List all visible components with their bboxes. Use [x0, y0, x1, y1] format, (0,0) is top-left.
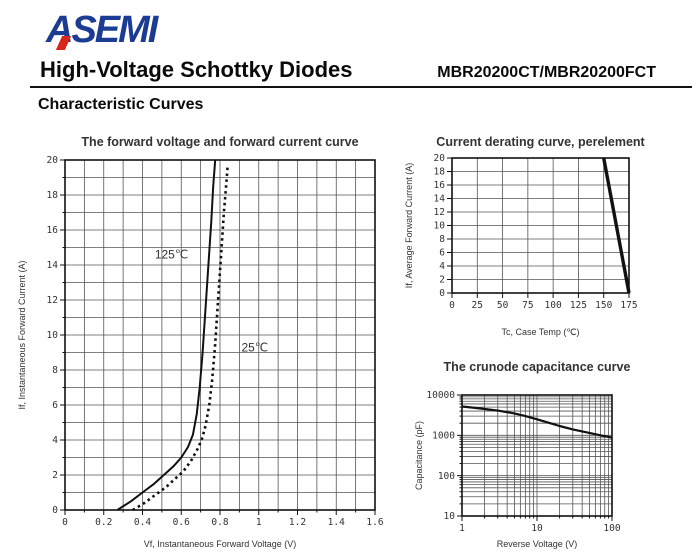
svg-text:25℃: 25℃: [241, 340, 268, 354]
page-title: High-Voltage Schottky Diodes: [40, 57, 353, 82]
svg-text:Current derating curve, perele: Current derating curve, perelement: [436, 135, 645, 149]
svg-text:25: 25: [472, 300, 483, 311]
header-divider: [30, 86, 692, 88]
svg-text:6: 6: [439, 248, 445, 259]
svg-text:0.8: 0.8: [211, 517, 228, 528]
svg-text:75: 75: [522, 300, 533, 311]
svg-text:8: 8: [439, 234, 445, 245]
svg-text:18: 18: [47, 190, 59, 201]
svg-text:125℃: 125℃: [155, 248, 189, 262]
svg-text:1: 1: [256, 517, 262, 528]
svg-text:The crunode capacitance curve: The crunode capacitance curve: [444, 360, 631, 374]
svg-text:0.4: 0.4: [134, 517, 151, 528]
svg-text:Vf, Instantaneous Forward Volt: Vf, Instantaneous Forward Voltage (V): [144, 539, 297, 549]
svg-text:1000: 1000: [432, 431, 455, 442]
svg-text:125: 125: [570, 300, 587, 311]
svg-text:12: 12: [47, 295, 58, 306]
svg-text:10: 10: [444, 511, 456, 522]
svg-text:150: 150: [595, 300, 612, 311]
svg-text:0.6: 0.6: [173, 517, 190, 528]
svg-text:0.2: 0.2: [95, 517, 112, 528]
svg-text:The forward voltage and forwar: The forward voltage and forward current …: [81, 135, 358, 149]
svg-text:4: 4: [52, 435, 58, 446]
svg-text:Reverse Voltage (V): Reverse Voltage (V): [497, 539, 578, 549]
svg-text:20: 20: [434, 153, 446, 164]
svg-text:100: 100: [438, 471, 455, 482]
svg-text:100: 100: [603, 523, 620, 534]
svg-text:0: 0: [439, 288, 445, 299]
svg-text:18: 18: [434, 167, 446, 178]
svg-text:10: 10: [434, 221, 446, 232]
forward-voltage-current-chart: 0 0.2 0.4 0.6 0.8 1 1.2 1.4 1.6 0 2 4 6 8 10 12 14 16 18 20…: [17, 135, 384, 549]
svg-text:0: 0: [449, 300, 455, 311]
svg-text:8: 8: [52, 365, 58, 376]
svg-text:14: 14: [47, 260, 59, 271]
svg-text:100: 100: [545, 300, 562, 311]
svg-text:6: 6: [52, 400, 58, 411]
svg-text:20: 20: [47, 155, 59, 166]
svg-text:10000: 10000: [426, 390, 455, 401]
svg-text:12: 12: [434, 207, 445, 218]
part-number: MBR20200CT/MBR20200FCT: [437, 64, 656, 81]
svg-text:2: 2: [52, 470, 58, 481]
current-derating-chart: 0 25 50 75 100 125 150 175 0 2 4 6 8 10 12 14 16 18 20 Curr…: [404, 135, 646, 337]
svg-text:0: 0: [62, 517, 68, 528]
svg-text:1.6: 1.6: [366, 517, 383, 528]
svg-text:14: 14: [434, 194, 446, 205]
svg-text:1.2: 1.2: [289, 517, 306, 528]
svg-text:10: 10: [47, 330, 59, 341]
svg-text:2: 2: [439, 275, 445, 286]
svg-text:175: 175: [620, 300, 637, 311]
svg-text:0: 0: [52, 505, 58, 516]
svg-text:If, Instantaneous Forward Curr: If, Instantaneous Forward Current (A): [17, 260, 27, 409]
svg-text:Tc, Case Temp (℃): Tc, Case Temp (℃): [502, 327, 580, 337]
svg-text:50: 50: [497, 300, 509, 311]
svg-text:1: 1: [459, 523, 465, 534]
svg-text:If, Average Forward Current (A: If, Average Forward Current (A): [404, 163, 414, 288]
asemi-logo: ASEMI: [46, 8, 206, 54]
svg-text:10: 10: [531, 523, 543, 534]
svg-text:16: 16: [47, 225, 59, 236]
svg-text:4: 4: [439, 261, 445, 272]
svg-text:1.4: 1.4: [328, 517, 345, 528]
svg-text:Capacitance (pF): Capacitance (pF): [414, 421, 424, 490]
section-title: Characteristic Curves: [38, 96, 204, 113]
svg-text:16: 16: [434, 180, 446, 191]
